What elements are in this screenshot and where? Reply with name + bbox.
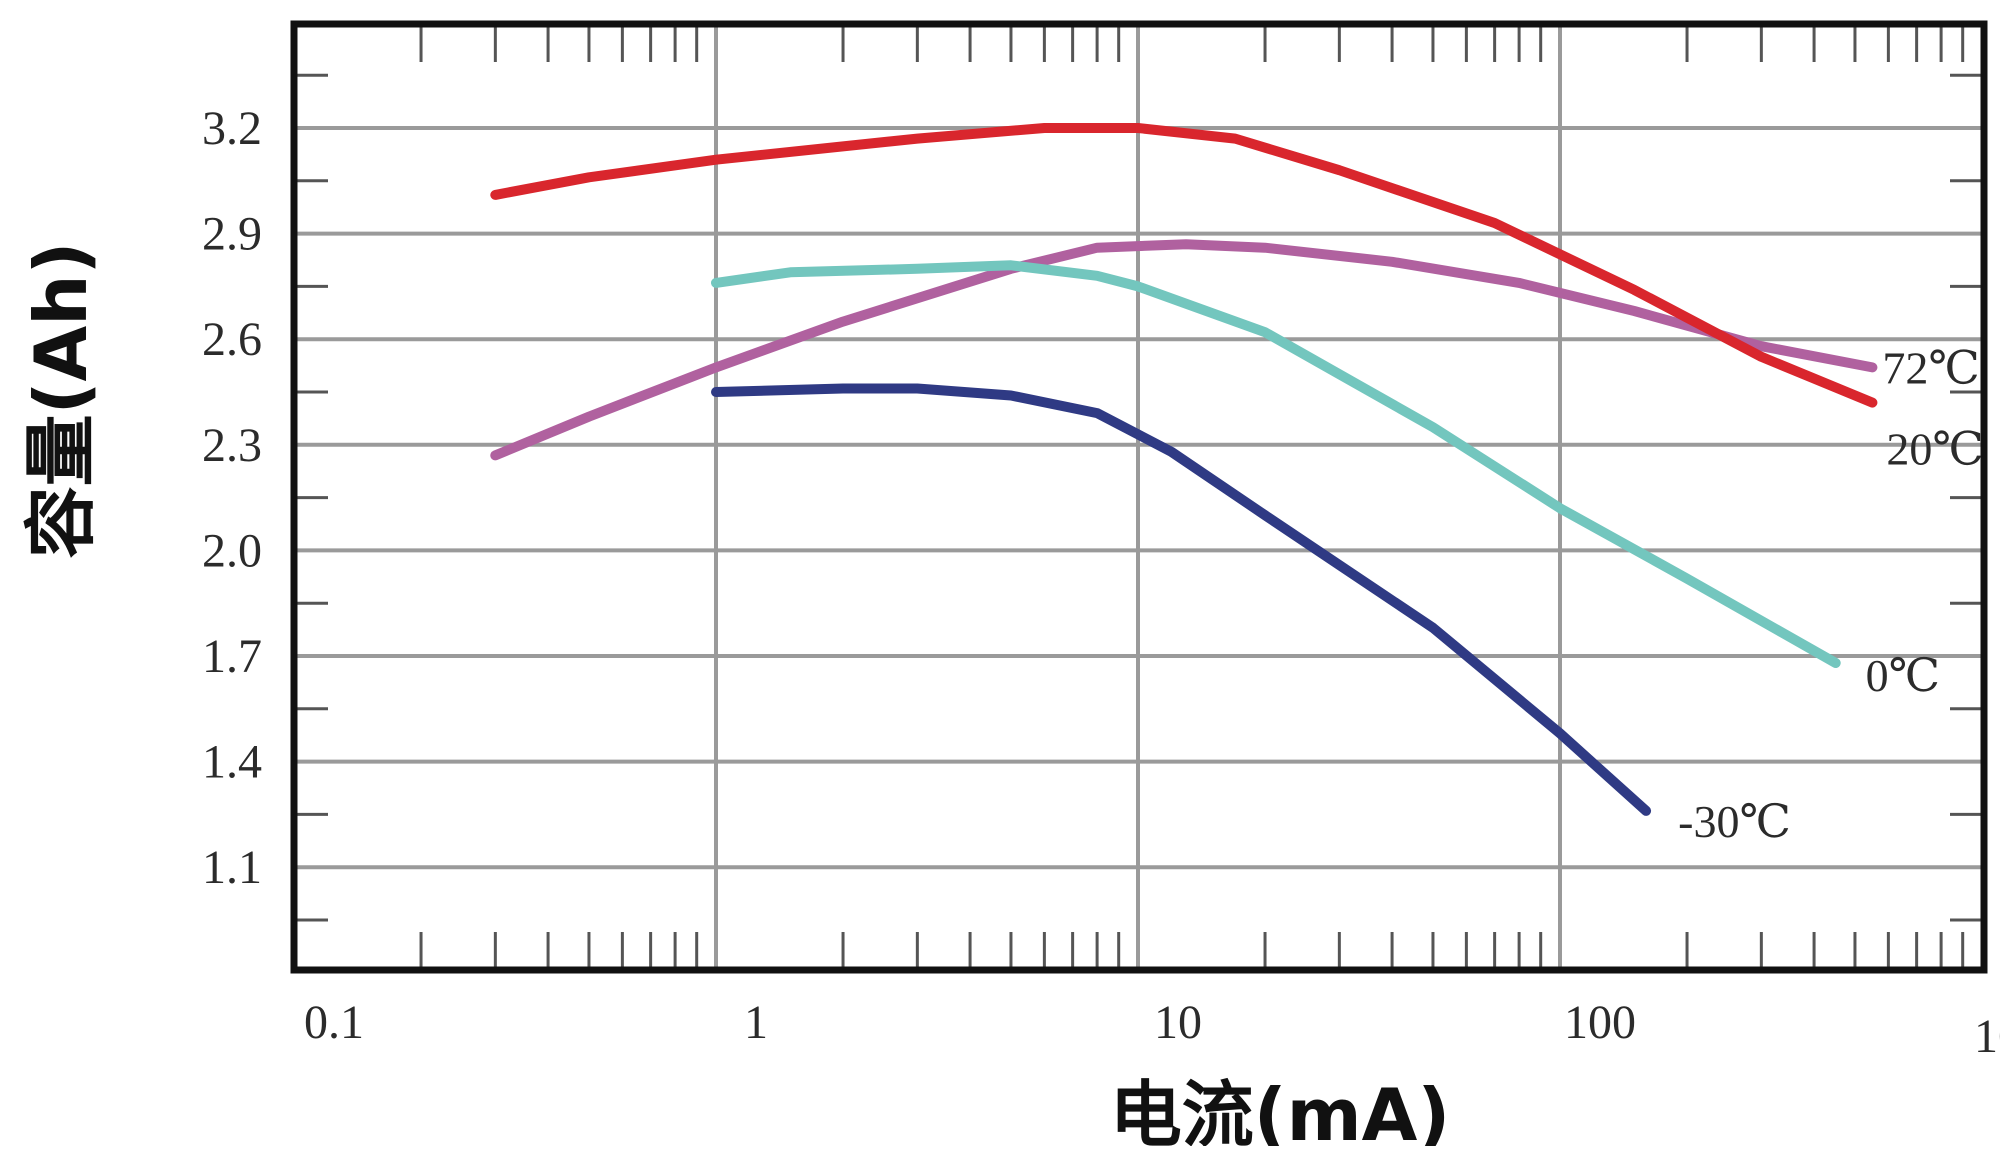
series-label: 20℃: [1886, 424, 1983, 475]
y-tick-label: 3.2: [202, 102, 262, 155]
x-tick-label: 0.1: [304, 996, 364, 1049]
series-line: [711, 260, 1841, 668]
x-tick-label: 100: [1564, 996, 1636, 1049]
x-tick-label: 10: [1154, 996, 1202, 1049]
series-label: -30℃: [1678, 796, 1791, 847]
y-tick-label: 2.6: [202, 313, 262, 366]
x-tick-label: 1: [744, 996, 768, 1049]
series-line: [711, 383, 1652, 816]
tick-label-layer: 1.1 1.4 1.7 2.0 2.3 2.6 2.9 3.2 0.1 1 10 100 1000: [202, 102, 2000, 1063]
minor-tick-layer: [294, 24, 1984, 970]
x-axis-title: 电流(mA): [1110, 1073, 1451, 1146]
y-axis-title: 容量(Ah): [19, 242, 103, 559]
series-layer: [490, 123, 1878, 816]
series-line: [490, 239, 1878, 461]
y-tick-label: 1.7: [202, 630, 262, 683]
plot-frame: [290, 20, 1988, 974]
y-tick-label: 2.0: [202, 524, 262, 577]
y-tick-label: 2.3: [202, 419, 262, 472]
series-line: [490, 123, 1878, 408]
series-label-layer: 72℃ 20℃ 0℃ -30℃: [1678, 342, 1984, 847]
x-tick-label: 1000: [1974, 1010, 2000, 1063]
y-tick-label: 1.1: [202, 841, 262, 894]
series-label: 72℃: [1882, 342, 1979, 393]
grid-layer: [294, 24, 1984, 970]
y-tick-label: 2.9: [202, 208, 262, 261]
series-label: 0℃: [1866, 650, 1940, 701]
y-tick-label: 1.4: [202, 736, 262, 789]
